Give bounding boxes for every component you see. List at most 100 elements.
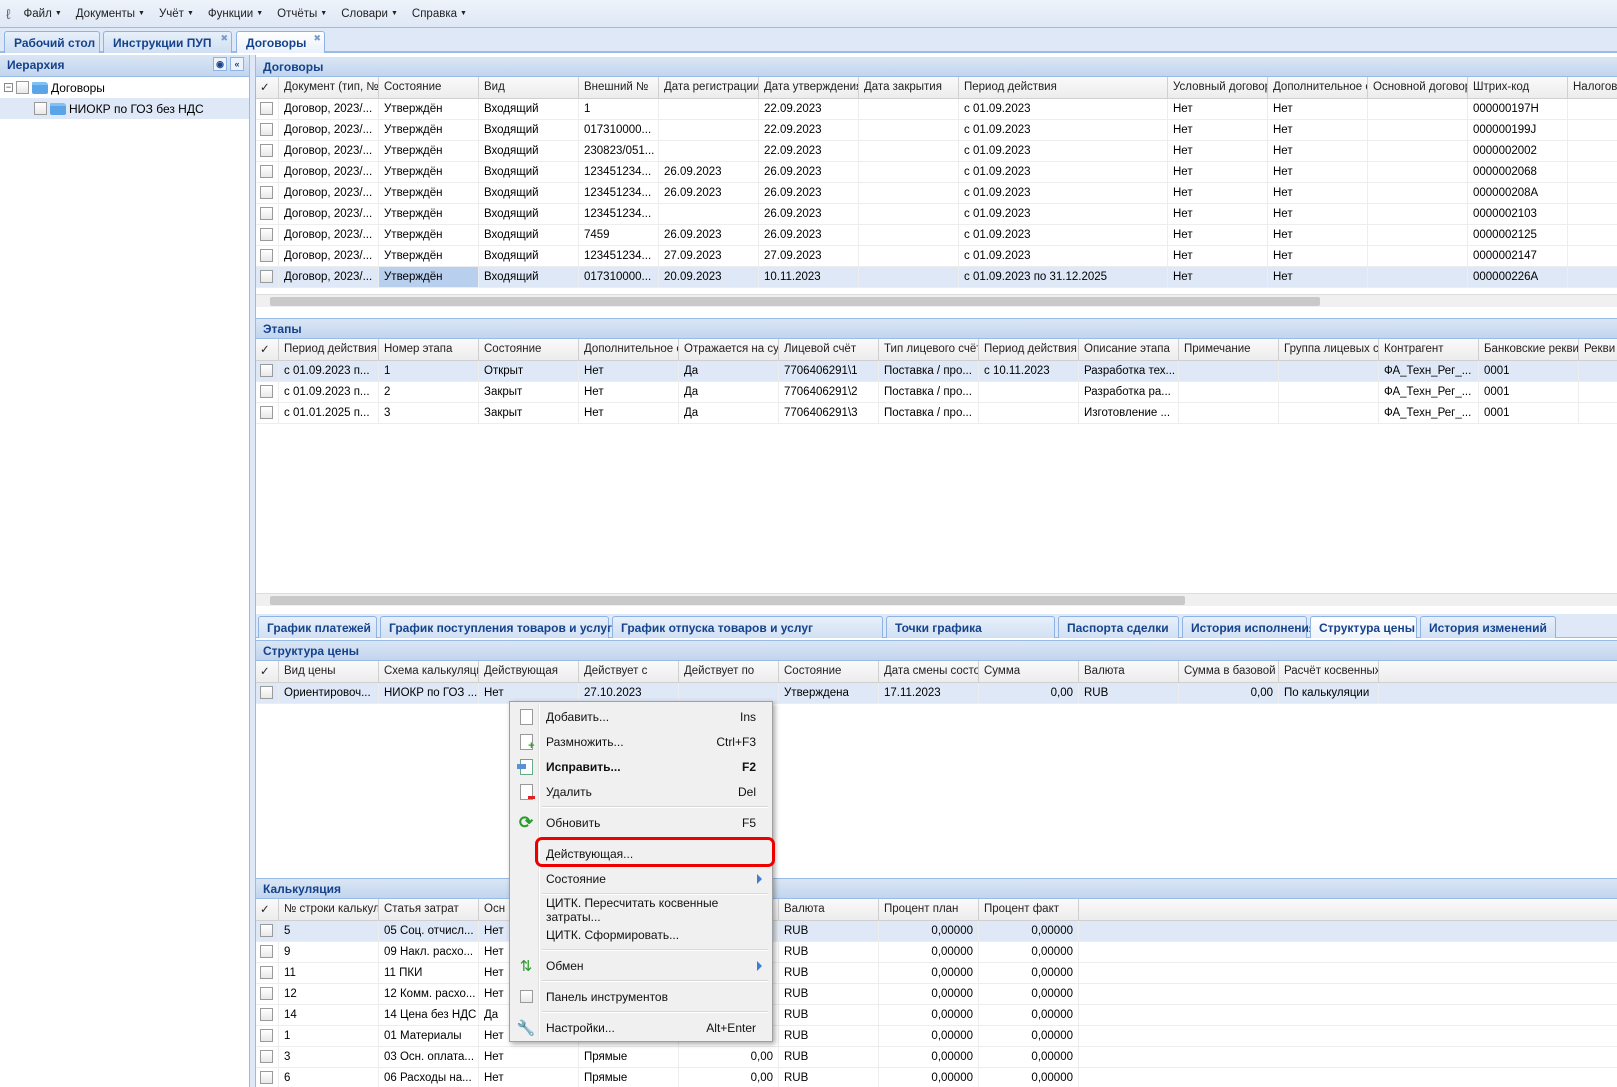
column-header[interactable]: Банковские реквиз <box>1479 339 1579 360</box>
subtab-3[interactable]: Точки графика <box>886 616 1055 638</box>
column-header[interactable]: № строки калькул <box>279 899 379 920</box>
column-header[interactable]: Период действия... <box>279 339 379 360</box>
menu-item-3[interactable]: Удалить Del <box>512 779 770 804</box>
menu-item-4[interactable]: ⟳ Обновить F5 <box>512 810 770 835</box>
table-row[interactable]: Договор, 2023/... Утверждён Входящий 123451… <box>256 246 1617 267</box>
table-row[interactable]: с 01.09.2023 п... 2 Закрыт Нет Да 7706406291\… <box>256 382 1617 403</box>
column-header[interactable]: Контрагент <box>1379 339 1479 360</box>
column-header[interactable]: Состояние <box>779 661 879 682</box>
menu-item-5[interactable]: Действующая... <box>512 841 770 866</box>
table-row[interactable]: Договор, 2023/... Утверждён Входящий 017310… <box>256 267 1617 288</box>
select-all-checkmark-icon[interactable]: ✓ <box>256 899 279 920</box>
subtab-6[interactable]: Структура цены <box>1310 616 1417 638</box>
row-checkbox[interactable] <box>256 225 279 245</box>
menu-3[interactable]: Функции ▼ <box>208 8 263 20</box>
row-checkbox[interactable] <box>256 204 279 224</box>
tab-desktop[interactable]: Рабочий стол <box>4 31 100 53</box>
close-icon[interactable]: ✖ <box>220 33 228 43</box>
row-checkbox[interactable] <box>256 382 279 402</box>
column-header[interactable]: Период действия <box>959 77 1168 98</box>
table-row[interactable]: Договор, 2023/... Утверждён Входящий 123451… <box>256 183 1617 204</box>
column-header[interactable]: Валюта <box>1079 661 1179 682</box>
menu-4[interactable]: Отчёты ▼ <box>277 8 327 20</box>
menu-2[interactable]: Учёт ▼ <box>159 8 194 20</box>
subtab-4[interactable]: Паспорта сделки <box>1058 616 1179 638</box>
row-checkbox[interactable] <box>256 361 279 381</box>
column-header[interactable]: Дополнительное с <box>579 339 679 360</box>
table-row[interactable]: с 01.09.2023 п... 1 Открыт Нет Да 7706406291\… <box>256 361 1617 382</box>
table-row[interactable]: Договор, 2023/... Утверждён Входящий 7459 26… <box>256 225 1617 246</box>
column-header[interactable]: Вид <box>479 77 579 98</box>
row-checkbox[interactable] <box>256 1047 279 1067</box>
column-header[interactable]: Дата регистрации. <box>659 77 759 98</box>
column-header[interactable]: Дата закрытия <box>859 77 959 98</box>
table-row[interactable]: 909 Накл. расхо...Нет0,00RUB0,000000,000… <box>256 942 1617 963</box>
column-header[interactable]: Период действия л <box>979 339 1079 360</box>
table-row[interactable]: 101 МатериалыНетПрямые0,00RUB0,000000,00… <box>256 1026 1617 1047</box>
subtab-2[interactable]: График отпуска товаров и услуг <box>612 616 883 638</box>
row-checkbox[interactable] <box>256 963 279 983</box>
checkbox[interactable] <box>34 102 47 115</box>
column-header[interactable]: Тип лицевого счёт <box>879 339 979 360</box>
panel-splitter[interactable] <box>250 55 256 1087</box>
menu-5[interactable]: Словари ▼ <box>341 8 398 20</box>
column-header[interactable]: Схема калькуляци <box>379 661 479 682</box>
column-header[interactable]: Рекви <box>1579 339 1617 360</box>
column-header[interactable]: Документ (тип, № <box>279 77 379 98</box>
menu-item-8[interactable]: ЦИТК. Сформировать... <box>512 922 770 947</box>
column-header[interactable]: Группа лицевых сч <box>1279 339 1379 360</box>
column-header[interactable]: Примечание <box>1179 339 1279 360</box>
menu-item-10[interactable]: Панель инструментов <box>512 984 770 1009</box>
column-header[interactable]: Дата смены состоя <box>879 661 979 682</box>
row-checkbox[interactable] <box>256 99 279 119</box>
column-header[interactable]: Действующая <box>479 661 579 682</box>
row-checkbox[interactable] <box>256 183 279 203</box>
collapse-toggle-icon[interactable]: − <box>4 82 13 92</box>
menu-1[interactable]: Документы ▼ <box>76 8 145 20</box>
tab-contracts[interactable]: Договоры ✖ <box>236 31 325 53</box>
subtab-7[interactable]: История изменений <box>1420 616 1556 638</box>
menu-item-2[interactable]: Исправить... F2 <box>512 754 770 779</box>
close-icon[interactable]: ✖ <box>313 33 321 43</box>
column-header[interactable]: Лицевой счёт <box>779 339 879 360</box>
column-header[interactable]: Вид цены <box>279 661 379 682</box>
select-all-checkmark-icon[interactable]: ✓ <box>256 77 279 98</box>
menu-item-1[interactable]: + Размножить... Ctrl+F3 <box>512 729 770 754</box>
column-header[interactable]: Штрих-код <box>1468 77 1568 98</box>
table-row[interactable]: Договор, 2023/... Утверждён Входящий 230823… <box>256 141 1617 162</box>
subtab-5[interactable]: История исполнения <box>1182 616 1316 638</box>
select-all-checkmark-icon[interactable]: ✓ <box>256 339 279 360</box>
table-row[interactable]: Договор, 2023/... Утверждён Входящий 1 22.09… <box>256 99 1617 120</box>
row-checkbox[interactable] <box>256 162 279 182</box>
row-checkbox[interactable] <box>256 267 279 287</box>
column-header[interactable] <box>679 899 779 920</box>
tree-node-niokr[interactable]: НИОКР по ГОЗ без НДС <box>0 98 249 119</box>
column-header[interactable]: Номер этапа <box>379 339 479 360</box>
row-checkbox[interactable] <box>256 984 279 1004</box>
menu-item-0[interactable]: Добавить... Ins <box>512 704 770 729</box>
select-all-checkmark-icon[interactable]: ✓ <box>256 661 279 682</box>
menu-item-7[interactable]: ЦИТК. Пересчитать косвенные затраты... <box>512 896 770 924</box>
table-row[interactable]: 6 06 Расходы на... Нет Прямые 0,00 RUB 0,00000… <box>256 1068 1617 1087</box>
horizontal-scrollbar[interactable] <box>256 294 1617 307</box>
menu-6[interactable]: Справка ▼ <box>412 8 467 20</box>
column-header[interactable]: Действует с <box>579 661 679 682</box>
collapse-icon[interactable]: « <box>230 57 244 71</box>
menu-0[interactable]: Файл ▼ <box>24 8 62 20</box>
table-row[interactable]: с 01.01.2025 п... 3 Закрыт Нет Да 7706406291\… <box>256 403 1617 424</box>
checkbox[interactable] <box>16 81 29 94</box>
column-header[interactable]: Статья затрат <box>379 899 479 920</box>
table-row[interactable]: 505 Соц. отчисл...Нет0,00RUB0,000000,000… <box>256 921 1617 942</box>
row-checkbox[interactable] <box>256 921 279 941</box>
row-checkbox[interactable] <box>256 683 279 703</box>
table-row[interactable]: Договор, 2023/... Утверждён Входящий 123451… <box>256 204 1617 225</box>
column-header[interactable]: Процент факт <box>979 899 1079 920</box>
row-checkbox[interactable] <box>256 120 279 140</box>
column-header[interactable]: Описание этапа <box>1079 339 1179 360</box>
column-header[interactable]: Расчёт косвенных <box>1279 661 1379 682</box>
row-checkbox[interactable] <box>256 403 279 423</box>
row-checkbox[interactable] <box>256 246 279 266</box>
